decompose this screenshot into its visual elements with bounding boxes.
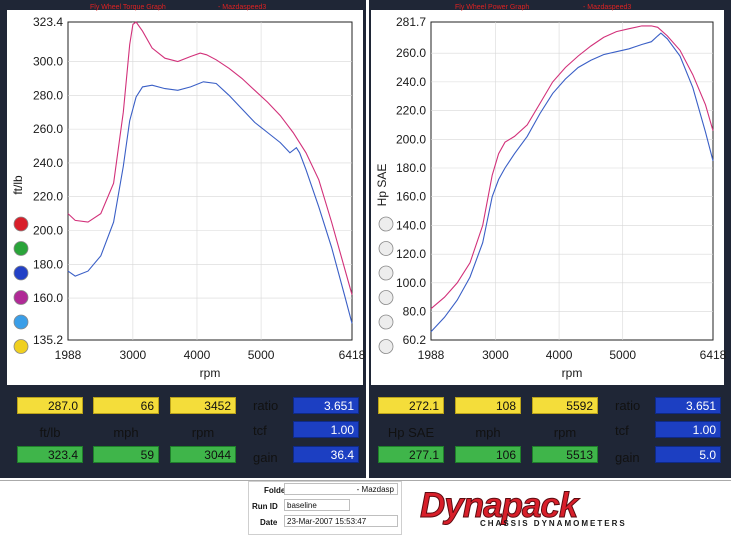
power-run1-rpm: 5592 (532, 397, 598, 414)
power-run-marker (378, 241, 394, 256)
power-x-axis-label: rpm (562, 366, 583, 380)
torque-y-tick-label: 240.0 (33, 156, 63, 170)
torque-chart-title-suffix: - Mazdaspeed3 (218, 4, 266, 11)
power-y-tick-label: 180.0 (396, 161, 426, 175)
torque-x-tick-label: 3000 (120, 348, 147, 362)
power-series-1-line (430, 25, 714, 310)
torque-run1-rpm: 3452 (170, 397, 236, 414)
power-run-marker (378, 216, 394, 232)
torque-x-tick-label: 1988 (55, 348, 82, 362)
date-field: 23-Mar-2007 15:53:47 (284, 515, 398, 527)
power-y-tick-label: 80.0 (403, 305, 427, 319)
torque-unit-rpm: rpm (191, 425, 215, 440)
power-run-marker (378, 339, 394, 354)
power-x-tick-label: 3000 (482, 348, 509, 362)
power-y-axis-label: Hp SAE (375, 164, 389, 207)
power-gain-value: 5.0 (655, 446, 721, 463)
power-ratio-value: 3.651 (655, 397, 721, 414)
torque-chart-title: Fly Wheel Torque Graph (90, 4, 166, 11)
power-x-tick-label: 6418 (700, 348, 727, 362)
torque-run2-rpm: 3044 (170, 446, 236, 463)
torque-run2-speed: 59 (93, 446, 159, 463)
torque-run2-value: 323.4 (17, 446, 83, 463)
torque-y-tick-label: 135.2 (33, 333, 63, 347)
date-label: Date (260, 518, 278, 527)
power-run2-rpm: 5513 (532, 446, 598, 463)
power-x-tick-label: 4000 (546, 348, 573, 362)
power-run2-speed: 106 (455, 446, 521, 463)
torque-tcf-value: 1.00 (293, 421, 359, 438)
charts-svg: Fly Wheel Torque Graph - Mazdaspeed3 323.4… (11, 4, 727, 380)
power-y-tick-label: 260.0 (396, 46, 426, 60)
ratio-label: ratio (253, 398, 279, 413)
power-y-tick-label: 281.7 (396, 15, 426, 29)
torque-series-2-line (67, 81, 353, 324)
run-id-label: Run ID (252, 502, 278, 511)
dynapack-logo-subtitle: CHASSIS DYNAMOMETERS (480, 519, 627, 528)
tcf-label: tcf (253, 423, 267, 438)
power-unit-speed: mph (475, 425, 501, 440)
power-run2-value: 277.1 (378, 446, 444, 463)
power-y-tick-label: 240.0 (396, 75, 426, 89)
torque-y-tick-label: 300.0 (33, 55, 63, 69)
power-y-tick-label: 120.0 (396, 247, 426, 261)
power-y-tick-label: 200.0 (396, 132, 426, 146)
power-unit-rpm: rpm (553, 425, 577, 440)
torque-run-marker (13, 216, 29, 232)
run-id-field[interactable]: baseline (284, 499, 350, 511)
power-series-2-line (430, 32, 714, 333)
torque-y-tick-label: 323.4 (33, 15, 63, 29)
power-y-tick-label: 100.0 (396, 276, 426, 290)
power-y-tick-label: 220.0 (396, 104, 426, 118)
torque-y-tick-label: 200.0 (33, 224, 63, 238)
torque-y-tick-label: 280.0 (33, 88, 63, 102)
power-chart-title: Fly Wheel Power Graph (455, 4, 529, 11)
power-run1-value: 272.1 (378, 397, 444, 414)
torque-run-marker (13, 290, 29, 305)
power-unit-value: Hp SAE (387, 425, 435, 440)
torque-series-1-line (67, 21, 353, 295)
torque-unit-value: ft/lb (39, 425, 61, 440)
ratio-label: ratio (615, 398, 641, 413)
power-y-tick-label: 140.0 (396, 218, 426, 232)
torque-run-marker (13, 241, 29, 256)
torque-unit-speed: mph (113, 425, 139, 440)
torque-x-tick-label: 5000 (248, 348, 275, 362)
torque-run-marker (13, 265, 29, 281)
power-y-tick-label: 160.0 (396, 190, 426, 204)
power-run-marker (378, 265, 394, 281)
power-chart-title-suffix: - Mazdaspeed3 (583, 4, 631, 11)
power-tcf-value: 1.00 (655, 421, 721, 438)
power-run1-speed: 108 (455, 397, 521, 414)
folder-field[interactable]: - Mazdasp (284, 483, 398, 495)
torque-x-tick-label: 4000 (184, 348, 211, 362)
power-run-marker (378, 290, 394, 305)
torque-x-axis-label: rpm (200, 366, 221, 380)
gain-label: gain (253, 450, 278, 465)
power-x-tick-label: 1988 (418, 348, 445, 362)
folder-label: Folder (264, 486, 289, 495)
torque-run-marker (13, 339, 29, 354)
power-x-tick-label: 5000 (609, 348, 636, 362)
power-y-tick-label: 60.2 (403, 333, 427, 347)
dynapack-logo: Dynapack (419, 486, 578, 526)
torque-run1-speed: 66 (93, 397, 159, 414)
power-plot-frame (430, 21, 714, 341)
torque-run-marker (13, 314, 29, 330)
torque-run1-value: 287.0 (17, 397, 83, 414)
tcf-label: tcf (615, 423, 629, 438)
torque-gain-value: 36.4 (293, 446, 359, 463)
torque-y-axis-label: ft/lb (11, 175, 25, 195)
torque-plot-frame (67, 21, 353, 341)
torque-x-tick-label: 6418 (339, 348, 366, 362)
torque-y-tick-label: 180.0 (33, 257, 63, 271)
torque-ratio-value: 3.651 (293, 397, 359, 414)
torque-y-tick-label: 160.0 (33, 291, 63, 305)
torque-y-tick-label: 220.0 (33, 190, 63, 204)
power-run-marker (378, 314, 394, 330)
gain-label: gain (615, 450, 640, 465)
torque-y-tick-label: 260.0 (33, 122, 63, 136)
